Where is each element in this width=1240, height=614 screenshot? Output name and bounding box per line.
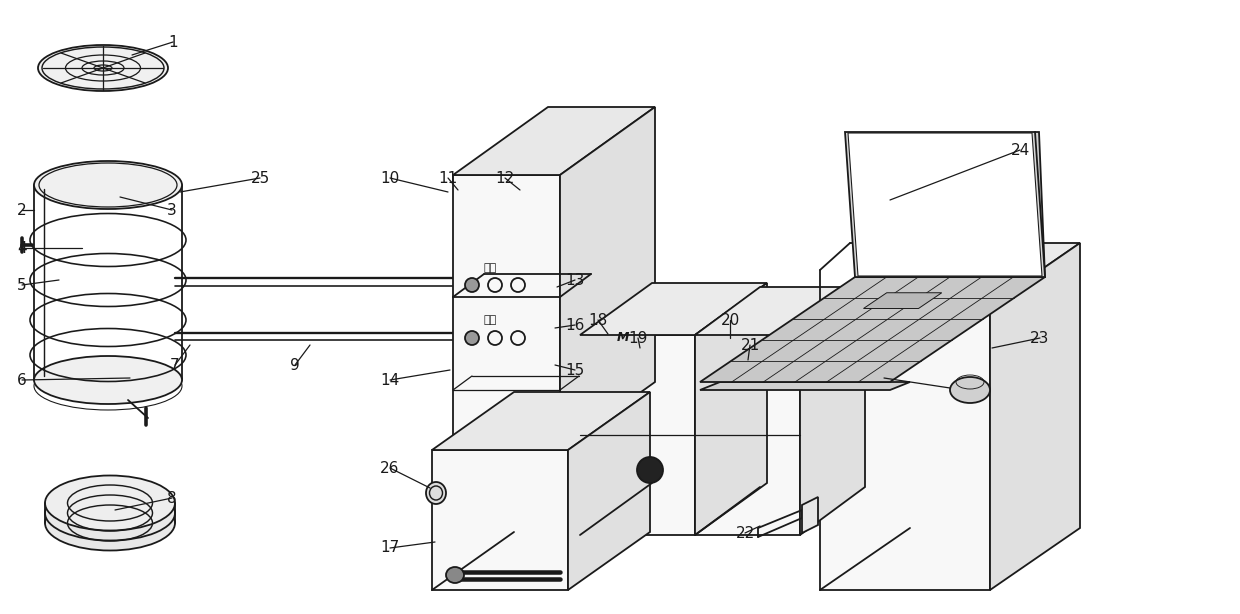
Polygon shape [580, 283, 768, 335]
Polygon shape [990, 243, 1080, 590]
Ellipse shape [38, 45, 167, 91]
Polygon shape [694, 287, 866, 335]
Ellipse shape [45, 486, 175, 540]
Polygon shape [820, 305, 990, 590]
Polygon shape [701, 277, 1045, 382]
Ellipse shape [33, 356, 182, 404]
Text: 26: 26 [381, 460, 399, 475]
Text: 16: 16 [565, 317, 585, 333]
Polygon shape [694, 283, 768, 535]
Polygon shape [560, 107, 655, 450]
Text: 24: 24 [1011, 142, 1029, 158]
Text: 25: 25 [250, 171, 269, 185]
Ellipse shape [637, 457, 663, 483]
Polygon shape [848, 133, 1042, 276]
Text: 21: 21 [740, 338, 760, 352]
Ellipse shape [465, 331, 479, 345]
Text: 22: 22 [735, 526, 755, 540]
Text: 19: 19 [629, 330, 647, 346]
Text: 5: 5 [17, 278, 27, 292]
Polygon shape [453, 107, 655, 175]
Polygon shape [568, 392, 650, 590]
Text: 14: 14 [381, 373, 399, 387]
Polygon shape [800, 287, 866, 535]
Text: 7: 7 [170, 357, 180, 373]
Ellipse shape [465, 278, 479, 292]
Ellipse shape [45, 475, 175, 530]
Ellipse shape [33, 161, 182, 209]
Ellipse shape [427, 482, 446, 504]
Text: 3: 3 [167, 203, 177, 217]
Text: 12: 12 [495, 171, 515, 185]
Text: M: M [616, 330, 629, 343]
Text: 11: 11 [439, 171, 458, 185]
Ellipse shape [45, 495, 175, 551]
Text: 2: 2 [17, 203, 27, 217]
Text: 13: 13 [565, 273, 585, 287]
Text: 目标: 目标 [484, 263, 497, 273]
Text: 23: 23 [1030, 330, 1050, 346]
Text: 1: 1 [169, 34, 177, 50]
Ellipse shape [950, 377, 990, 403]
Polygon shape [863, 293, 941, 308]
Polygon shape [844, 132, 1045, 277]
Polygon shape [453, 175, 560, 450]
Text: 17: 17 [381, 540, 399, 556]
Polygon shape [694, 335, 800, 535]
Polygon shape [432, 450, 568, 590]
Polygon shape [580, 335, 694, 535]
Text: 8: 8 [167, 491, 177, 505]
Polygon shape [701, 382, 910, 390]
Text: 10: 10 [381, 171, 399, 185]
Polygon shape [856, 132, 1045, 277]
Text: 18: 18 [588, 313, 608, 327]
Text: 当前: 当前 [484, 315, 497, 325]
Text: 20: 20 [720, 313, 739, 327]
Text: 15: 15 [565, 362, 584, 378]
Text: 9: 9 [290, 357, 300, 373]
Polygon shape [432, 392, 650, 450]
Polygon shape [820, 243, 1080, 305]
Ellipse shape [446, 567, 464, 583]
Text: 6: 6 [17, 373, 27, 387]
Polygon shape [802, 497, 818, 533]
Text: 4: 4 [17, 241, 27, 255]
